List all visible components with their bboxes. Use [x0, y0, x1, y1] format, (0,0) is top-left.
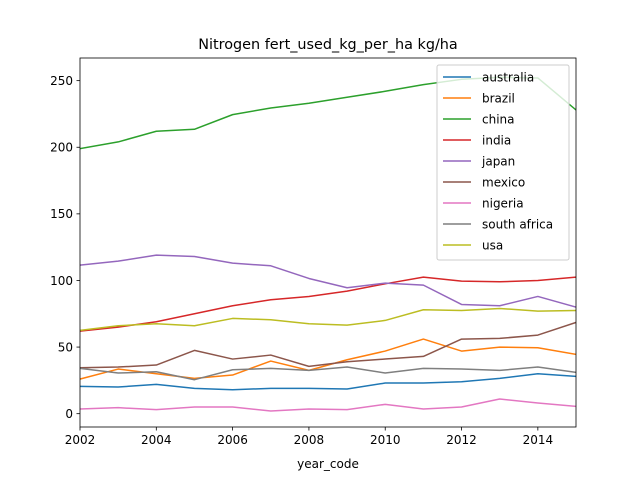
series-line-mexico [80, 321, 576, 369]
legend-label: india [482, 133, 511, 147]
legend-label: south africa [482, 217, 553, 231]
series-line-brazil [80, 338, 576, 380]
x-tick-label: 2014 [523, 433, 554, 447]
y-tick-label: 0 [65, 407, 73, 421]
x-tick-label: 2002 [65, 433, 96, 447]
legend-box [436, 64, 570, 261]
y-tick-label: 200 [50, 141, 73, 155]
y-axis: 0 50 100 150 200 250 [50, 74, 80, 421]
x-tick-label: 2004 [141, 433, 172, 447]
legend-label: nigeria [482, 196, 524, 210]
legend-label: usa [482, 238, 503, 252]
plot-frame [79, 57, 577, 428]
x-tick-label: 2008 [294, 433, 325, 447]
x-tick-label: 2006 [217, 433, 248, 447]
x-axis: 2002 2004 2006 2008 2010 2012 2014 [65, 427, 553, 447]
y-tick-label: 100 [50, 274, 73, 288]
y-tick-label: 150 [50, 207, 73, 221]
series-line-india [80, 276, 576, 332]
legend-label: mexico [482, 175, 525, 189]
y-tick-label: 50 [58, 340, 73, 354]
legend-label: japan [481, 154, 515, 168]
series-line-usa [80, 307, 576, 332]
x-tick-label: 2012 [446, 433, 477, 447]
chart-title: Nitrogen fert_used_kg_per_ha kg/ha [198, 37, 458, 53]
series-line-nigeria [80, 398, 576, 412]
series-line-south-africa [80, 366, 576, 381]
legend-label: brazil [482, 91, 515, 105]
legend-label: australia [482, 70, 534, 84]
series-line-australia [80, 372, 576, 391]
x-tick-label: 2010 [370, 433, 401, 447]
plot-lines [80, 76, 576, 412]
legend-label: china [482, 112, 515, 126]
legend: australia brazil china india japan mexico nige… [436, 64, 570, 261]
x-axis-label: year_code [297, 457, 359, 471]
series-line-japan [80, 254, 576, 308]
y-tick-label: 250 [50, 74, 73, 88]
